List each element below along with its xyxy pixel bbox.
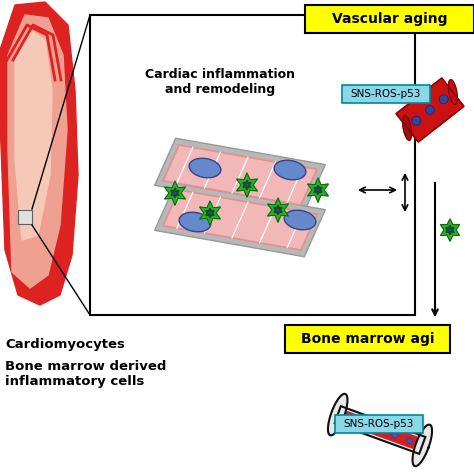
Polygon shape [446, 225, 454, 235]
Polygon shape [171, 188, 179, 198]
Polygon shape [163, 145, 317, 205]
Ellipse shape [276, 209, 280, 211]
Text: Cardiac inflammation
and remodeling: Cardiac inflammation and remodeling [145, 68, 295, 96]
Polygon shape [308, 178, 328, 202]
Bar [305, 5, 474, 33]
Polygon shape [164, 181, 185, 205]
Ellipse shape [189, 158, 221, 178]
Ellipse shape [179, 212, 211, 232]
Polygon shape [412, 425, 432, 466]
Ellipse shape [426, 106, 435, 115]
Polygon shape [200, 201, 220, 225]
Ellipse shape [274, 160, 306, 180]
Polygon shape [155, 183, 325, 257]
Polygon shape [343, 412, 417, 448]
Bar [18, 210, 32, 224]
Ellipse shape [245, 183, 249, 186]
Polygon shape [403, 115, 411, 140]
Text: Bone marrow agi: Bone marrow agi [301, 332, 434, 346]
Text: SNS-ROS-p53: SNS-ROS-p53 [344, 419, 414, 429]
Polygon shape [206, 208, 214, 218]
Polygon shape [440, 219, 459, 241]
Text: Vascular aging: Vascular aging [332, 12, 447, 26]
Text: SNS-ROS-p53: SNS-ROS-p53 [351, 89, 421, 99]
Ellipse shape [407, 438, 412, 443]
Ellipse shape [316, 189, 320, 191]
Polygon shape [243, 180, 251, 190]
Text: Bone marrow derived
inflammatory cells: Bone marrow derived inflammatory cells [5, 360, 166, 388]
Polygon shape [0, 2, 78, 305]
Ellipse shape [173, 191, 177, 194]
Polygon shape [163, 190, 317, 250]
Polygon shape [237, 173, 257, 197]
Polygon shape [15, 30, 52, 240]
Ellipse shape [392, 433, 398, 438]
Polygon shape [268, 198, 288, 222]
Ellipse shape [412, 116, 421, 125]
Ellipse shape [439, 95, 448, 104]
Bar [335, 415, 423, 433]
Polygon shape [396, 78, 464, 142]
Polygon shape [8, 15, 67, 288]
Polygon shape [448, 80, 457, 105]
Polygon shape [274, 205, 282, 215]
Polygon shape [314, 185, 322, 195]
Polygon shape [155, 138, 325, 212]
Polygon shape [335, 406, 425, 454]
Bar [90, 15, 415, 315]
Ellipse shape [208, 212, 212, 214]
Ellipse shape [284, 210, 316, 230]
Ellipse shape [377, 428, 383, 433]
Ellipse shape [347, 417, 353, 422]
Bar [342, 85, 430, 103]
Bar [285, 325, 450, 353]
Polygon shape [328, 394, 347, 436]
Text: Cardiomyocytes: Cardiomyocytes [5, 338, 125, 351]
Ellipse shape [448, 228, 452, 231]
Ellipse shape [362, 422, 368, 427]
